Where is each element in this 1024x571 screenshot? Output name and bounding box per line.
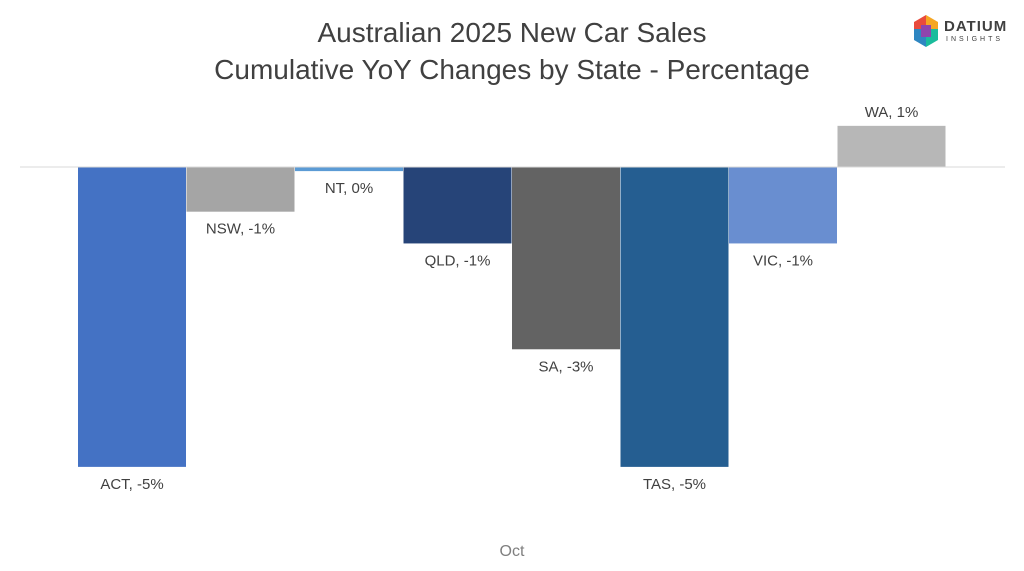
bars-group xyxy=(78,125,946,467)
bar-vic xyxy=(729,167,837,244)
bar-tas xyxy=(620,167,729,467)
chart-title-line-1: Australian 2025 New Car Sales xyxy=(317,17,707,48)
datium-logo: DATIUM INSIGHTS xyxy=(910,13,1020,53)
chart-title: Australian 2025 New Car Sales Cumulative… xyxy=(0,14,1024,88)
data-label-sa: SA, -3% xyxy=(538,358,593,375)
bar-wa xyxy=(837,125,946,167)
bar-act xyxy=(78,167,186,467)
data-label-wa: WA, 1% xyxy=(865,104,919,121)
data-label-act: ACT, -5% xyxy=(100,476,163,493)
data-label-tas: TAS, -5% xyxy=(643,476,706,493)
data-label-qld: QLD, -1% xyxy=(425,252,491,269)
data-label-nt: NT, 0% xyxy=(325,180,373,197)
chart-title-line-2: Cumulative YoY Changes by State - Percen… xyxy=(214,54,810,85)
logo-subtitle: INSIGHTS xyxy=(946,36,1004,43)
data-label-nsw: NSW, -1% xyxy=(206,221,275,238)
bar-nsw xyxy=(186,167,295,212)
bar-qld xyxy=(403,167,512,244)
bar-sa xyxy=(512,167,620,350)
logo-wordmark: DATIUM xyxy=(944,18,1008,35)
data-label-vic: VIC, -1% xyxy=(753,252,813,269)
datium-logo-mark-icon xyxy=(914,15,938,47)
x-axis-label: Oct xyxy=(500,543,525,560)
data-labels-group: ACT, -5% NSW, -1% NT, 0% QLD, -1% SA, -3% TAS… xyxy=(100,104,918,493)
bar-nt xyxy=(295,167,403,172)
